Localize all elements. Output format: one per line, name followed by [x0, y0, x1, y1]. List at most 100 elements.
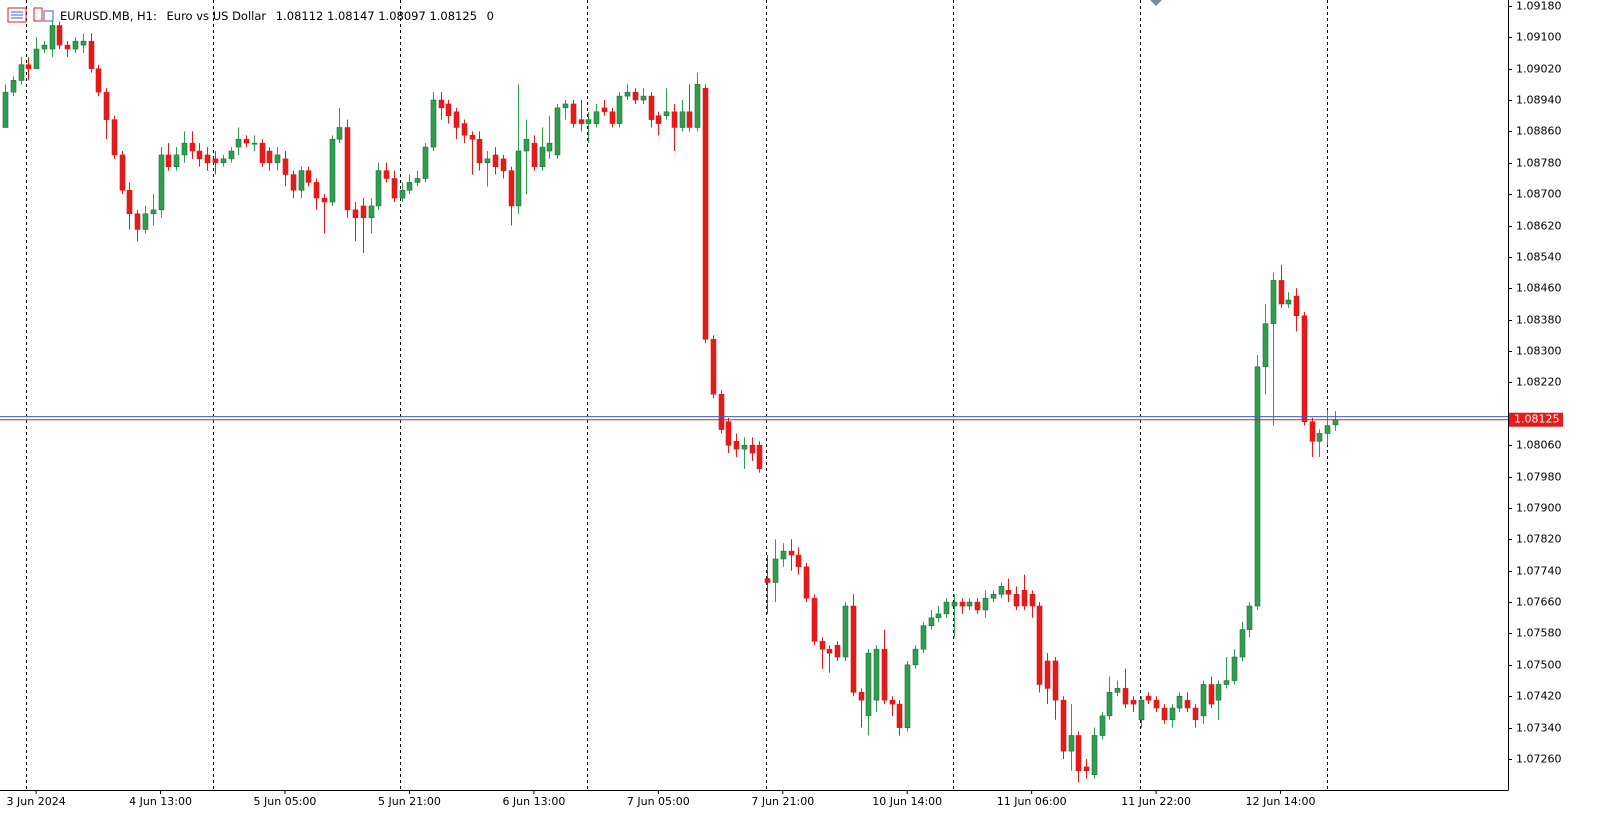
candle-body [710, 338, 717, 395]
candle-body [1083, 766, 1090, 772]
candle-body [88, 40, 95, 69]
candle-body [1192, 707, 1199, 721]
candle-body [189, 142, 196, 152]
candle-body [1239, 629, 1246, 658]
candle-body [33, 48, 40, 69]
candle-body [1075, 735, 1082, 772]
bid-label-box [1509, 412, 1563, 427]
candle-body [616, 95, 623, 124]
y-tick-label: 1.08460 [1516, 282, 1562, 295]
candle-body [1052, 660, 1059, 701]
candle-body [523, 138, 530, 152]
candle-body [578, 119, 585, 124]
candle-body [1278, 280, 1285, 305]
candle-body [476, 138, 483, 164]
candle-body [780, 550, 787, 560]
x-tick-label: 5 Jun 05:00 [254, 795, 317, 808]
candle-body [212, 158, 219, 164]
candle-body [1316, 433, 1323, 442]
candle-body [943, 601, 950, 615]
candle-body [1036, 605, 1043, 685]
candle-body [150, 209, 157, 215]
candle-body [601, 107, 608, 113]
y-tick-label: 1.07420 [1516, 690, 1562, 703]
bid-label: 1.08125 [1514, 413, 1560, 426]
candle-body [399, 189, 406, 199]
y-tick-label: 1.08780 [1516, 157, 1562, 170]
icon-chart[interactable] [33, 7, 43, 22]
candle-body [546, 142, 553, 152]
candle-body [274, 154, 281, 164]
candle-body [640, 95, 647, 101]
y-tick-label: 1.09180 [1516, 0, 1562, 13]
candle-body [733, 440, 740, 450]
candle-body [1208, 684, 1215, 705]
y-tick-label: 1.08860 [1516, 125, 1562, 138]
candle-body [686, 111, 693, 128]
candle-body [1200, 684, 1207, 717]
y-tick-label: 1.08940 [1516, 94, 1562, 107]
candle-body [632, 91, 639, 101]
candle-body [126, 189, 133, 215]
y-tick-label: 1.07660 [1516, 596, 1562, 609]
y-tick-label: 1.08540 [1516, 251, 1562, 264]
candle-body [1184, 699, 1191, 709]
candle-body [204, 154, 211, 164]
candle-body [725, 421, 732, 446]
y-tick-label: 1.08220 [1516, 376, 1562, 389]
x-tick-label: 12 Jun 14:00 [1246, 795, 1316, 808]
candle-body [228, 150, 235, 160]
candle-body [2, 91, 9, 128]
y-tick-label: 1.07580 [1516, 627, 1562, 640]
candle-body [935, 613, 942, 619]
candle-body [772, 558, 779, 583]
candle-body [554, 107, 561, 156]
candle-body [803, 566, 810, 599]
candle-body [298, 170, 305, 191]
y-tick-label: 1.08620 [1516, 220, 1562, 233]
y-tick-label: 1.07740 [1516, 565, 1562, 578]
close: 1.08125 [429, 9, 477, 23]
candle-body [344, 127, 351, 211]
candle-body [1270, 280, 1277, 324]
candle-body [749, 444, 756, 454]
x-tick-label: 3 Jun 2024 [7, 795, 66, 808]
candle-body [290, 174, 297, 191]
candle-body [508, 170, 515, 207]
candle-body [539, 146, 546, 168]
candle-body [492, 154, 499, 168]
candle-body [134, 213, 141, 230]
candle-body [570, 103, 577, 124]
x-tick-label: 7 Jun 05:00 [627, 795, 690, 808]
candle-body [881, 648, 888, 701]
candle-body [445, 103, 452, 117]
y-tick-label: 1.07260 [1516, 753, 1562, 766]
volume: 0 [487, 9, 494, 23]
header-text: EURUSD.MB, H1: Euro vs US Dollar 1.08112… [60, 9, 494, 23]
candle-body [1161, 707, 1168, 721]
candle-body [819, 641, 826, 650]
candle-body [585, 119, 592, 124]
candle-body [1029, 593, 1036, 607]
candle-body [842, 605, 849, 658]
candle-body [142, 213, 149, 230]
candle-body [461, 123, 468, 136]
candle-body [313, 182, 320, 199]
candle-body [850, 605, 857, 693]
y-tick-label: 1.07500 [1516, 659, 1562, 672]
candle-body [368, 205, 375, 219]
candle-body [56, 25, 63, 46]
candle-body [391, 178, 398, 199]
candle-body [49, 25, 56, 50]
y-tick-label: 1.09100 [1516, 31, 1562, 44]
candle-body [889, 699, 896, 705]
candle-body [998, 586, 1005, 595]
plot: 1.09180 1.09100 1.09020 1.08940 1.08860 1.087… [0, 0, 1563, 808]
icon-chart[interactable] [43, 10, 54, 22]
candle-body [896, 703, 903, 728]
symbol: EURUSD.MB, H1: [60, 9, 157, 23]
candle-body [648, 95, 655, 120]
candle-body [756, 444, 763, 470]
candle-body [406, 182, 413, 191]
